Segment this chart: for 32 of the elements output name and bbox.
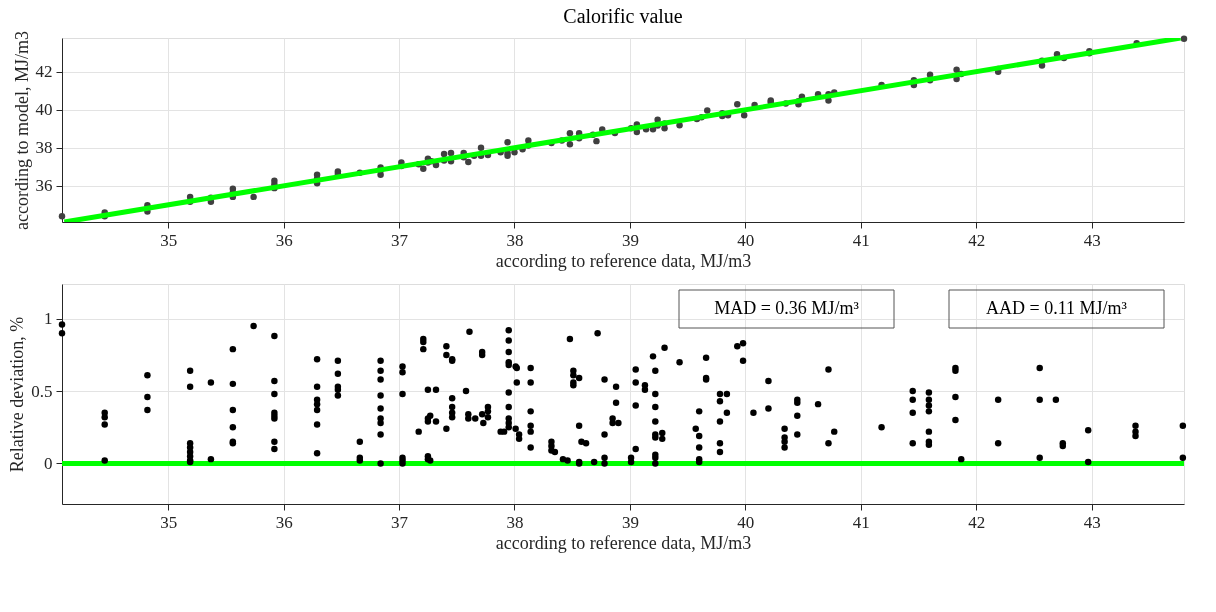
x-tick-label: 42 <box>968 230 986 250</box>
x-tick-label: 43 <box>1083 230 1101 250</box>
chart-title: Calorific value <box>563 4 683 27</box>
x-axis-title: according to reference data, MJ/m3 <box>495 532 752 553</box>
y-tick-label: 1 <box>44 309 53 329</box>
x-tick-label: 37 <box>391 230 409 250</box>
y-tick-label: 38 <box>35 138 53 158</box>
y-tick-label: 36 <box>35 176 53 196</box>
y-tick-label: 42 <box>35 62 53 82</box>
y-axis-title: Relative deviation, % <box>7 316 28 473</box>
x-tick-label: 43 <box>1083 512 1101 532</box>
x-tick-label: 39 <box>621 512 639 532</box>
x-axis-title: according to reference data, MJ/m3 <box>495 250 752 271</box>
x-tick-label: 42 <box>968 512 986 532</box>
y-axis-title: according to model, MJ/m3 <box>11 31 32 230</box>
x-tick-label: 35 <box>160 512 178 532</box>
y-tick-label: 40 <box>35 100 53 120</box>
y-tick-label: 0 <box>44 453 53 473</box>
x-tick-label: 38 <box>506 230 524 250</box>
y-tick-label: 0.5 <box>31 381 53 401</box>
x-tick-label: 40 <box>737 512 755 532</box>
x-tick-label: 38 <box>506 512 524 532</box>
x-tick-label: 36 <box>275 230 293 250</box>
x-tick-label: 37 <box>391 512 409 532</box>
annotation: MAD = 0.36 MJ/m³ <box>714 298 860 318</box>
x-tick-label: 40 <box>737 230 755 250</box>
x-tick-label: 36 <box>275 512 293 532</box>
x-tick-label: 41 <box>852 230 870 250</box>
x-tick-label: 41 <box>852 512 870 532</box>
x-tick-label: 39 <box>621 230 639 250</box>
x-tick-label: 35 <box>160 230 178 250</box>
annotation: AAD = 0.11 MJ/m³ <box>986 298 1128 318</box>
